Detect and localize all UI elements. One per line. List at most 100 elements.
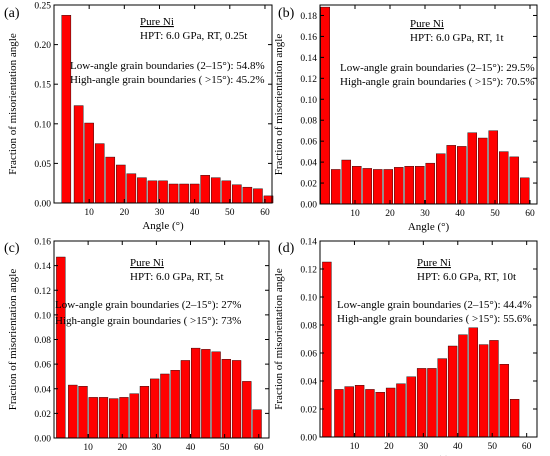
histogram-bar <box>61 15 72 204</box>
x-tick-label: 60 <box>525 209 535 219</box>
y-tick-label: 0.02 <box>300 406 317 416</box>
x-tick-label: 20 <box>118 443 128 453</box>
y-tick-label: 0.12 <box>34 287 51 297</box>
histogram-bar <box>252 409 262 439</box>
x-tick-label: 10 <box>350 209 360 219</box>
y-tick-label: 0.08 <box>34 336 51 346</box>
histogram-bar <box>352 166 362 205</box>
histogram-bar <box>126 173 137 204</box>
plot-frame <box>319 240 538 438</box>
boundary-fraction-label: High-angle grain boundaries ( >15°): 70.… <box>340 76 535 88</box>
histogram-bar <box>94 143 105 204</box>
y-axis-title: Fraction of misorientation angle <box>273 34 285 176</box>
histogram-bar <box>375 392 385 438</box>
histogram-bar <box>415 166 425 205</box>
boundary-fraction-label: High-angle grain boundaries ( >15°): 55.… <box>337 313 532 325</box>
boundary-fraction-label: Low-angle grain boundaries (2–15°): 29.5… <box>340 62 535 74</box>
x-tick-label: 20 <box>384 442 394 452</box>
boundary-fraction-label: Low-angle grain boundaries (2–15°): 27% <box>55 299 241 311</box>
x-tick-label: 40 <box>455 209 465 219</box>
histogram-bar <box>468 327 478 438</box>
histogram-bar <box>406 376 416 438</box>
histogram-bar <box>478 137 488 205</box>
x-tick-label: 10 <box>83 443 93 453</box>
histogram-bar <box>458 334 468 438</box>
x-tick-label: 50 <box>487 442 497 452</box>
histogram-bar <box>488 130 499 205</box>
chart-panel: (b) 0.00 0.02 0.04 0.06 0.08 0.10 0.12 0.14 0.16 0… <box>273 4 538 233</box>
chart-panel: (d) 0.00 0.02 0.04 0.06 0.08 0.10 0.12 0.14 10 20 3… <box>273 238 538 456</box>
x-tick-label: 20 <box>120 208 130 218</box>
chart-panel: (c) 0.00 0.02 0.04 0.06 0.08 0.10 0.12 0.14 0.16 1… <box>4 238 270 456</box>
y-tick-label: 0.04 <box>300 159 317 169</box>
histogram-bar <box>221 359 231 439</box>
y-tick-label: 0.14 <box>34 262 51 272</box>
histogram-bar <box>396 383 406 438</box>
y-tick-label: 0.14 <box>300 238 317 248</box>
histogram-bar <box>457 146 467 205</box>
y-tick-label: 0.00 <box>34 435 51 445</box>
y-axis-title: Fraction of misorientation angle <box>7 269 19 411</box>
x-tick-label: 30 <box>420 209 430 219</box>
y-tick-label: 0.00 <box>300 434 317 444</box>
y-tick-label: 0.10 <box>300 294 317 304</box>
x-tick-label: 40 <box>186 443 196 453</box>
histogram-bar <box>489 340 499 438</box>
y-tick-label: 0.06 <box>300 350 317 360</box>
histogram-bar <box>84 122 94 204</box>
histogram-bar <box>179 183 189 204</box>
process-label: HPT: 6.0 GPa, RT, 0.25t <box>140 30 247 42</box>
histogram-bar <box>447 345 458 438</box>
histogram-bar <box>404 166 415 205</box>
y-tick-label: 0.12 <box>300 75 317 85</box>
histogram-bar <box>385 387 396 438</box>
x-tick-label: 40 <box>453 442 463 452</box>
x-axis-title: Angle (°) <box>408 221 450 233</box>
x-tick-label: 30 <box>419 442 429 452</box>
histogram-bar <box>322 261 332 438</box>
histogram-bar <box>509 156 520 205</box>
histogram-bar <box>78 386 88 439</box>
x-tick-label: 20 <box>385 209 395 219</box>
histogram-bar <box>437 358 447 438</box>
y-tick-label: 0.20 <box>34 41 51 51</box>
y-axis-title: Fraction of misorientation angle <box>273 268 285 410</box>
histogram-bar <box>334 389 344 438</box>
material-label: Pure Ni <box>410 18 444 30</box>
histogram-bar <box>190 347 201 439</box>
histogram-bar <box>68 384 78 439</box>
x-tick-label: 50 <box>225 208 235 218</box>
plot-frame <box>319 4 538 205</box>
boundary-fraction-label: High-angle grain boundaries ( >15°): 45.… <box>70 74 265 86</box>
histogram-bar <box>478 344 489 438</box>
x-tick-label: 30 <box>152 443 162 453</box>
process-label: HPT: 6.0 GPa, RT, 1t <box>410 32 504 44</box>
histogram-bar <box>168 183 179 204</box>
y-tick-label: 0.12 <box>300 266 317 276</box>
histogram-bar <box>180 360 191 439</box>
material-label: Pure Ni <box>140 16 174 28</box>
histogram-bar <box>211 351 221 439</box>
histogram-bar <box>499 151 509 205</box>
y-tick-label: 0.04 <box>34 385 51 395</box>
y-tick-label: 0.16 <box>300 33 317 43</box>
histogram-bar <box>427 368 437 438</box>
y-tick-label: 0.06 <box>34 361 51 371</box>
histogram-bar <box>56 256 66 439</box>
x-tick-label: 60 <box>260 208 270 218</box>
histogram-bar <box>200 175 210 204</box>
histogram-bar <box>231 360 242 439</box>
histogram-bar <box>436 153 446 205</box>
y-tick-label: 0.05 <box>34 160 51 170</box>
boundary-fraction-label: Low-angle grain boundaries (2–15°): 44.4… <box>337 299 532 311</box>
y-tick-label: 0.08 <box>300 117 317 127</box>
histogram-bar <box>98 397 109 439</box>
histogram-bar <box>394 167 404 205</box>
histogram-bar <box>354 385 365 438</box>
y-tick-label: 0.04 <box>300 378 317 388</box>
histogram-bar <box>242 186 253 204</box>
y-tick-label: 0.06 <box>300 138 317 148</box>
y-tick-label: 0.18 <box>300 12 317 22</box>
y-tick-label: 0.14 <box>300 54 317 64</box>
histogram-bar <box>137 177 147 204</box>
